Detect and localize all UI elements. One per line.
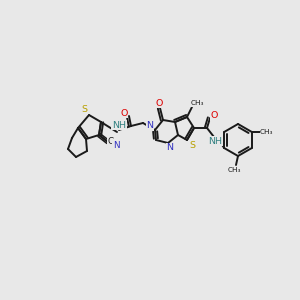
Text: C: C [108,137,114,146]
Text: O: O [210,112,218,121]
Text: S: S [189,140,195,149]
Text: N: N [113,142,119,151]
Text: O: O [120,109,128,118]
Text: NH: NH [208,136,222,146]
Text: S: S [81,106,87,115]
Text: NH: NH [112,121,126,130]
Text: CH₃: CH₃ [190,100,204,106]
Text: N: N [146,122,154,130]
Text: CH₃: CH₃ [260,129,274,135]
Text: N: N [167,143,173,152]
Text: CH₃: CH₃ [227,167,241,173]
Text: O: O [155,98,163,107]
